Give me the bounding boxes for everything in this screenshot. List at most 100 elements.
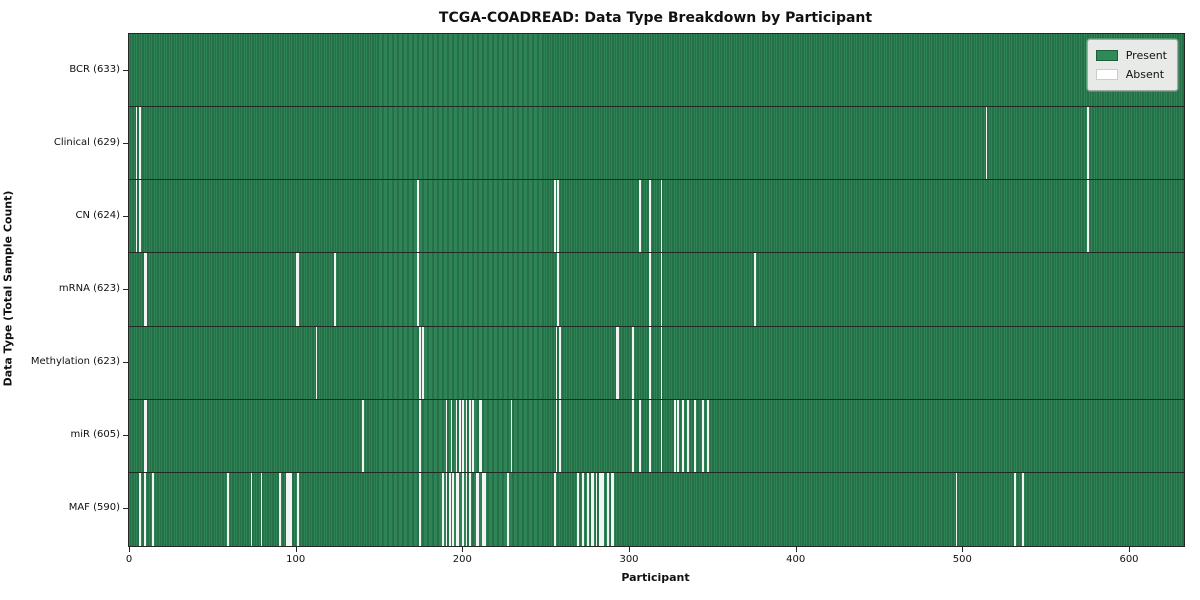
absent-mark	[465, 472, 468, 546]
absent-mark	[554, 180, 556, 253]
xtick-label-0: 0	[125, 554, 133, 565]
ytick-label-maf: MAF (590)	[68, 502, 120, 514]
absent-mark	[289, 472, 291, 546]
absent-mark	[1022, 472, 1025, 546]
absent-mark	[462, 472, 465, 546]
absent-mark	[507, 472, 510, 546]
x-axis-title: Participant	[621, 571, 690, 584]
absent-mark	[455, 472, 458, 546]
absent-mark	[465, 399, 468, 472]
ytick-label-bcr: BCR (633)	[69, 63, 120, 75]
y-tick-mark	[123, 508, 128, 510]
y-tick-mark	[123, 215, 128, 217]
xtick-label-200: 200	[452, 554, 472, 565]
absent-mark	[707, 399, 710, 472]
absent-mark	[442, 472, 445, 546]
absent-mark	[297, 253, 300, 326]
absent-mark	[145, 399, 148, 472]
absent-mark	[610, 472, 613, 546]
absent-mark	[145, 253, 148, 326]
absent-mark	[555, 399, 558, 472]
legend-entry-absent: Absent	[1095, 65, 1167, 84]
absent-mark	[477, 472, 480, 546]
absent-mark	[469, 472, 471, 546]
absent-mark	[475, 472, 478, 546]
absent-mark	[577, 472, 580, 546]
absent-mark	[682, 399, 685, 472]
ytick-label-cn: CN (624)	[75, 209, 120, 221]
absent-swatch-icon	[1095, 69, 1118, 80]
row-cn	[129, 180, 1184, 254]
row-mrna	[129, 253, 1184, 327]
absent-mark	[602, 472, 605, 546]
absent-mark	[702, 399, 705, 472]
absent-mark	[557, 180, 560, 253]
absent-mark	[135, 180, 138, 253]
absent-mark	[607, 472, 610, 546]
y-tick-mark	[123, 362, 128, 364]
x-tick-mark	[629, 547, 630, 552]
absent-mark	[649, 399, 651, 472]
xtick-label-500: 500	[952, 554, 972, 565]
absent-mark	[417, 253, 420, 326]
absent-mark	[315, 326, 318, 399]
absent-mark	[462, 399, 465, 472]
absent-mark	[554, 472, 556, 546]
x-tick-mark	[129, 547, 130, 552]
absent-mark	[457, 472, 460, 546]
absent-mark	[555, 326, 558, 399]
absent-mark	[144, 253, 146, 326]
absent-mark	[469, 399, 471, 472]
absent-mark	[144, 472, 146, 546]
absent-mark	[144, 399, 146, 472]
absent-mark	[599, 472, 601, 546]
absent-mark	[334, 253, 336, 326]
absent-mark	[615, 326, 618, 399]
absent-mark	[660, 326, 663, 399]
absent-mark	[694, 399, 696, 472]
x-tick-mark	[1129, 547, 1130, 552]
legend-present-label: Present	[1125, 49, 1167, 62]
absent-mark	[449, 472, 451, 546]
legend: Present Absent	[1086, 39, 1178, 91]
x-tick-mark	[795, 547, 797, 552]
ytick-label-mrna: mRNA (623)	[58, 283, 120, 294]
absent-mark	[632, 399, 635, 472]
absent-mark	[152, 472, 155, 546]
row-maf	[129, 472, 1184, 546]
absent-mark	[472, 399, 475, 472]
absent-mark	[479, 399, 481, 472]
absent-mark	[687, 399, 690, 472]
y-tick-mark	[123, 69, 128, 71]
absent-mark	[677, 399, 680, 472]
absent-mark	[639, 180, 641, 253]
absent-mark	[660, 180, 663, 253]
absent-mark	[754, 253, 756, 326]
absent-mark	[660, 399, 663, 472]
absent-mark	[417, 180, 420, 253]
absent-mark	[135, 107, 138, 180]
absent-mark	[285, 472, 288, 546]
absent-mark	[445, 399, 448, 472]
absent-mark	[985, 107, 988, 180]
absent-mark	[649, 253, 651, 326]
xtick-label-300: 300	[619, 554, 639, 565]
x-tick-mark	[962, 547, 964, 552]
absent-mark	[590, 472, 593, 546]
absent-mark	[674, 399, 676, 472]
absent-mark	[557, 253, 560, 326]
absent-mark	[452, 472, 455, 546]
absent-mark	[587, 472, 590, 546]
absent-mark	[445, 472, 448, 546]
ytick-label-methylation: Methylation (623)	[30, 356, 120, 368]
absent-mark	[297, 472, 300, 546]
absent-mark	[955, 472, 958, 546]
absent-mark	[260, 472, 263, 546]
x-tick-mark	[295, 547, 297, 552]
absent-mark	[1087, 107, 1090, 180]
legend-absent-label: Absent	[1125, 68, 1165, 81]
absent-mark	[649, 180, 651, 253]
row-mir	[129, 399, 1184, 473]
absent-mark	[422, 326, 425, 399]
